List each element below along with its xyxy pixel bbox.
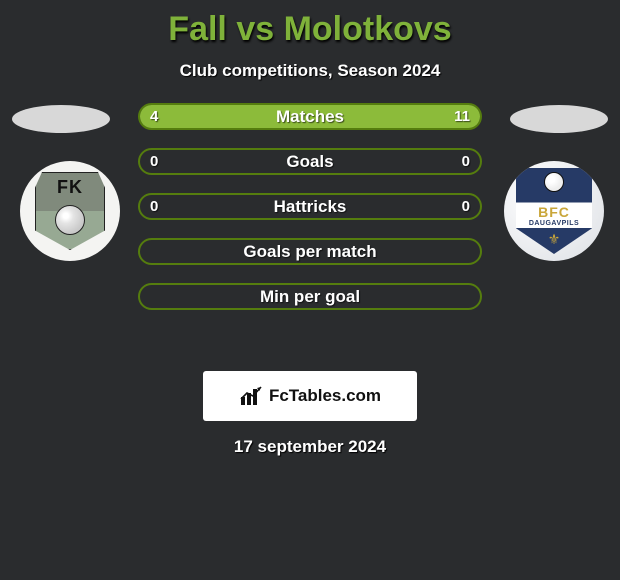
date-text: 17 september 2024 bbox=[0, 437, 620, 457]
page-title: Fall vs Molotkovs bbox=[0, 0, 620, 49]
stat-bars: 411Matches 00Goals 00Hattricks Goals per ma… bbox=[138, 103, 482, 310]
fleur-icon: ⚜ bbox=[548, 231, 561, 248]
ball-icon bbox=[544, 172, 564, 192]
team-left-crest bbox=[35, 172, 105, 250]
stat-label: Hattricks bbox=[140, 195, 480, 218]
page-subtitle: Club competitions, Season 2024 bbox=[0, 61, 620, 81]
team-right-crest: BFC DAUGAVPILS ⚜ bbox=[516, 168, 592, 254]
stat-bar: 00Goals bbox=[138, 148, 482, 175]
team-right-city: DAUGAVPILS bbox=[516, 220, 592, 227]
stat-label: Matches bbox=[140, 105, 480, 128]
brand-chart-icon bbox=[239, 385, 265, 407]
player-right-avatar-placeholder bbox=[510, 105, 608, 133]
stat-bar: 00Hattricks bbox=[138, 193, 482, 220]
stat-bar: Min per goal bbox=[138, 283, 482, 310]
brand-box: FcTables.com bbox=[203, 371, 417, 421]
stat-label: Goals per match bbox=[140, 240, 480, 263]
team-left-badge bbox=[20, 161, 120, 261]
stat-bar: 411Matches bbox=[138, 103, 482, 130]
stat-label: Goals bbox=[140, 150, 480, 173]
team-right-abbrev: BFC bbox=[516, 204, 592, 220]
team-right-badge: BFC DAUGAVPILS ⚜ bbox=[504, 161, 604, 261]
stat-bar: Goals per match bbox=[138, 238, 482, 265]
player-left-avatar-placeholder bbox=[12, 105, 110, 133]
brand-text: FcTables.com bbox=[269, 386, 381, 406]
stat-label: Min per goal bbox=[140, 285, 480, 308]
comparison-arena: BFC DAUGAVPILS ⚜ 411Matches 00Goals 00Hatt… bbox=[0, 103, 620, 363]
